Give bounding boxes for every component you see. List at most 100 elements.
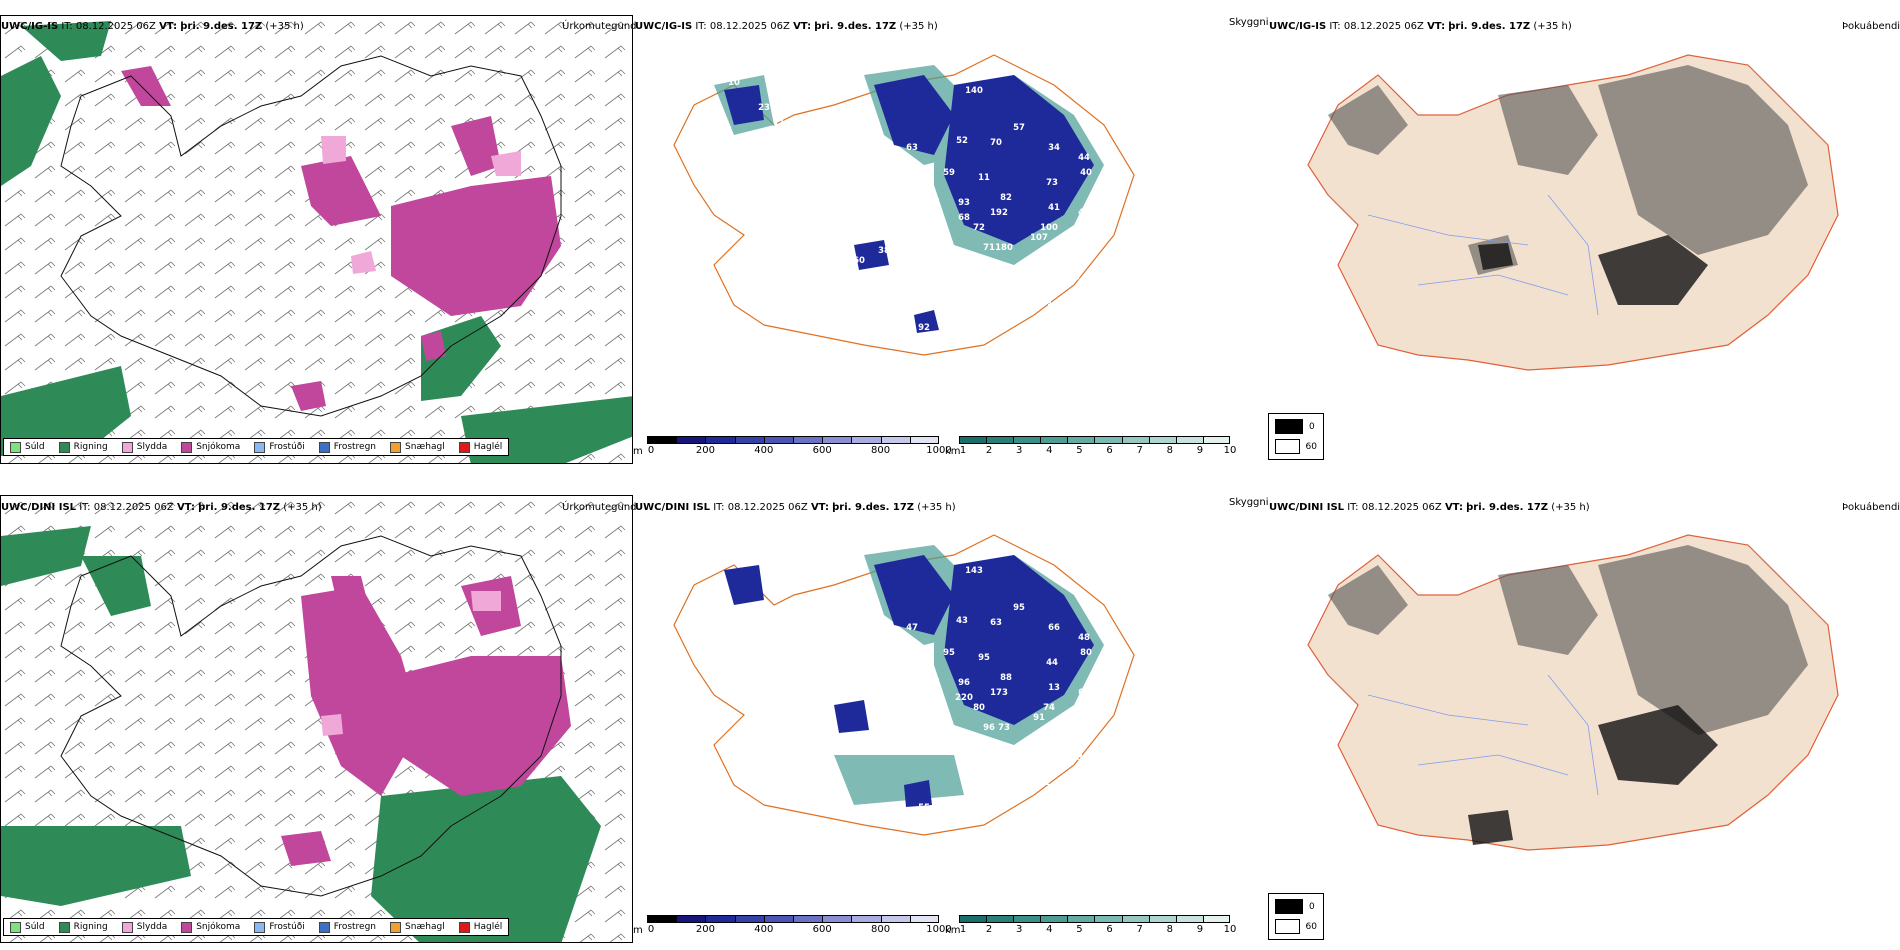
colorbar-ticks: 0 200 400 600 800 1000 — [633, 444, 952, 457]
colorbar-segment — [1067, 436, 1095, 444]
colorbar-tick: 3 — [1016, 924, 1023, 935]
header-row1-precip: UWC/IG-IS IT: 08.12.2025 06Z VT: þri. 9.… — [1, 21, 304, 32]
visibility-value: 86 — [1048, 750, 1060, 760]
visibility-value: 44 — [1078, 153, 1090, 163]
colorbar-segment — [734, 436, 764, 444]
colorbar-segment — [851, 915, 881, 923]
colorbar-segment — [763, 915, 793, 923]
cloud-base-colorbar-row2: 0 200 400 600 800 1000 m — [633, 915, 952, 936]
colorbar-segment — [822, 915, 852, 923]
visibility-value: 11 — [978, 173, 990, 183]
visibility-value: 92 — [918, 323, 930, 333]
visibility-value: 71 — [983, 243, 995, 253]
visibility-value: 55 — [918, 803, 930, 813]
header-row2-precip: UWC/DINI ISL IT: 08.12.2025 06Z VT: þri.… — [1, 502, 322, 513]
header-row1-fog: UWC/IG-IS IT: 08.12.2025 06Z VT: þri. 9.… — [1269, 21, 1572, 32]
visibility-value: 34 — [1048, 143, 1060, 153]
fog-title: Þokuábendi — [1842, 502, 1900, 513]
legend-item: Haglél — [458, 441, 502, 453]
visibility-value: 109 — [737, 140, 755, 150]
colorbar-tick: 200 — [695, 924, 715, 935]
visibility-value: 63 — [990, 618, 1002, 628]
colorbar-segment — [959, 436, 987, 444]
visibility-value: 173 — [990, 688, 1008, 698]
sleet-area — [321, 591, 501, 736]
legend-item: Súld — [10, 441, 45, 453]
visibility-value: 192 — [990, 208, 1008, 218]
visibility-value: 35 — [753, 376, 765, 386]
visibility-value: 73 — [998, 723, 1010, 733]
colorbar-segment — [705, 436, 735, 444]
cloud-map-canvas: 140 57 70 34 44 40 73 52 59 63 67 11 96 93 82 192 72 41 42… — [673, 54, 1135, 400]
colorbar-segment — [792, 436, 823, 444]
visibility-value: 61 — [1078, 688, 1090, 698]
visibility-value: 91 — [1033, 713, 1045, 723]
visibility-value: 180 — [995, 243, 1013, 253]
visibility-value: 65 — [1073, 728, 1085, 738]
colorbar-tick: 8 — [1166, 445, 1173, 456]
visibility-value: 43 — [1048, 248, 1060, 258]
colorbar-tick: 600 — [812, 445, 832, 456]
visibility-value: 44 — [778, 390, 790, 400]
colorbar-segment — [880, 436, 910, 444]
visibility-value: 10 — [728, 78, 740, 88]
visibility-value: 71 — [918, 708, 930, 718]
colorbar-segment — [1202, 915, 1230, 923]
vt-value: þri. 9.des. 17Z — [180, 21, 263, 32]
visibility-value: 59 — [1068, 273, 1080, 283]
colorbar-tick: 800 — [871, 445, 891, 456]
colorbar-segment — [705, 915, 735, 923]
visibility-value: 68 — [958, 213, 970, 223]
precip-type-map-row2 — [0, 495, 633, 943]
colorbar-tick: 200 — [695, 445, 715, 456]
visibility-value: 13 — [1048, 683, 1060, 693]
visibility-value: 80 — [1080, 648, 1092, 658]
colorbar-segment — [1094, 915, 1122, 923]
colorbar-tick: 5 — [1076, 924, 1083, 935]
colorbar-tick: 1 — [959, 924, 967, 935]
lead-time: (+35 h) — [265, 21, 304, 32]
visibility-value: 96 — [708, 116, 720, 126]
visibility-value: 111 — [995, 783, 1013, 793]
colorbar-segment — [676, 436, 706, 444]
colorbar-tick: 7 — [1136, 924, 1143, 935]
visibility-value: 68 — [1023, 766, 1035, 776]
header-row2-fog: UWC/DINI ISL IT: 08.12.2025 06Z VT: þri.… — [1269, 502, 1590, 513]
legend-item: Slydda — [121, 441, 167, 453]
colorbar-segment — [1148, 436, 1176, 444]
colorbar-tick: 1000 — [926, 924, 952, 935]
iceland-outline — [673, 534, 1135, 836]
cloud-area — [724, 75, 1094, 333]
visibility-value: 59 — [943, 168, 955, 178]
fog-legend-item: 0 — [1275, 419, 1317, 434]
colorbar-segment — [647, 436, 677, 444]
visibility-value: 109 — [775, 870, 793, 880]
visibility-value: 76 — [998, 303, 1010, 313]
colorbar-segment — [734, 915, 764, 923]
visibility-value: 93 — [958, 198, 970, 208]
legend-swatch — [10, 441, 21, 453]
visibility-value: 67 — [918, 173, 930, 183]
visibility-value: 96 — [958, 678, 970, 688]
colorbar-segment — [1148, 915, 1176, 923]
fog-legend-row2: 0 60 — [1268, 893, 1324, 940]
visibility-value: 74 — [1043, 703, 1055, 713]
visibility-value: 665 — [945, 736, 963, 746]
colorbar-tick: 10 — [1223, 924, 1237, 935]
colorbar-tick: 10 — [1223, 445, 1237, 456]
visibility-colorbar-row1: 1 2 3 4 5 6 7 8 9 10 km — [945, 436, 1236, 457]
visibility-value: 95 — [978, 653, 990, 663]
visibility-value: 91 — [773, 368, 785, 378]
cloud-map-canvas: 143 95 63 66 48 80 44 43 95 47 84 95 86 96 88 173 80 13 61… — [673, 534, 1135, 880]
visibility-value: 82 — [966, 256, 978, 266]
colorbar-tick: 6 — [1106, 445, 1113, 456]
visibility-value: 71 — [1073, 248, 1085, 258]
colorbar-segment — [1121, 915, 1149, 923]
visibility-value: 43 — [956, 616, 968, 626]
visibility-value: 100 — [1040, 223, 1058, 233]
precip-title: Úrkomutegund — [562, 21, 637, 32]
fog-map-canvas — [1307, 54, 1839, 371]
colorbar-unit: m — [633, 446, 643, 457]
fog-index-map-row2 — [1268, 495, 1900, 915]
iceland-outline — [673, 54, 1135, 356]
